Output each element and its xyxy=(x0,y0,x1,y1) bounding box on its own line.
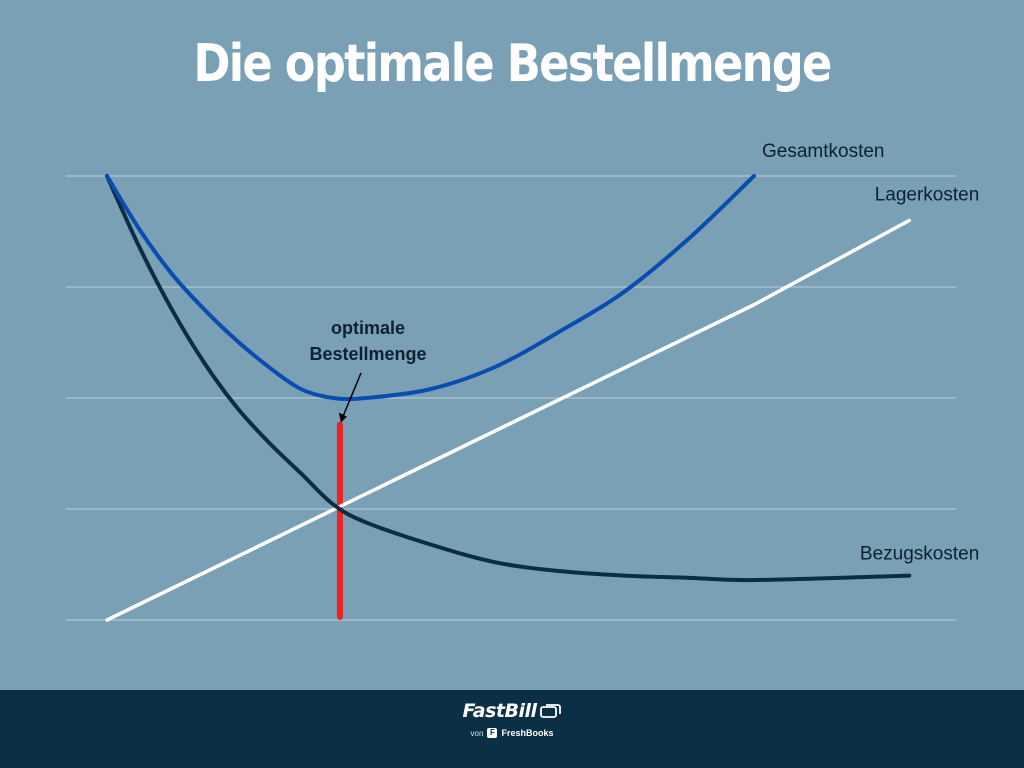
series-label-gesamtkosten: Gesamtkosten xyxy=(762,141,885,162)
annotation-line1: optimale xyxy=(331,318,405,338)
series-label-bezugskosten: Bezugskosten xyxy=(860,544,979,565)
chart: Gesamtkosten Lagerkosten Bezugskosten opti… xyxy=(66,141,979,622)
series-lines xyxy=(105,174,912,622)
annotation-arrow-shaft xyxy=(342,372,362,417)
annotation: optimale Bestellmenge xyxy=(309,318,427,423)
footer: FastBill von F FreshBooks xyxy=(0,690,1024,768)
freshbooks-icon: F xyxy=(487,728,498,738)
series-labels: Gesamtkosten Lagerkosten Bezugskosten xyxy=(762,141,979,565)
annotation-arrow-head xyxy=(338,412,347,423)
brand-name: FastBill xyxy=(462,700,537,722)
von-label: von xyxy=(470,728,484,738)
series-line-lagerkosten xyxy=(105,218,912,622)
fastbill-icon xyxy=(539,704,561,718)
partner-name: FreshBooks xyxy=(501,728,554,738)
annotation-line2: Bestellmenge xyxy=(309,344,426,364)
chart-title: Die optimale Bestellmenge xyxy=(193,34,832,94)
series-line-bezugskosten xyxy=(105,174,912,583)
series-line-gesamtkosten xyxy=(105,174,756,402)
brand-logo[interactable]: FastBill xyxy=(462,700,561,722)
series-label-lagerkosten: Lagerkosten xyxy=(875,184,980,205)
brand-subline: von F FreshBooks xyxy=(0,728,1024,738)
gridlines xyxy=(66,175,956,621)
brand-block: FastBill von F FreshBooks xyxy=(0,700,1024,738)
